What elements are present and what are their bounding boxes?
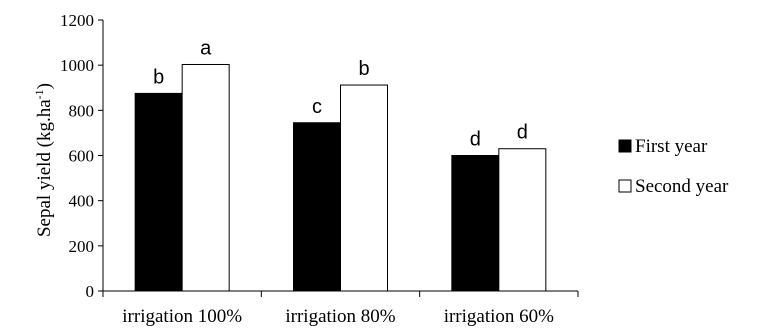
y-axis-label-sup: -1	[32, 89, 46, 99]
bar-second-year-2	[498, 148, 547, 292]
bar-second-year-1	[340, 84, 388, 292]
y-tick-label-6: 1200	[60, 11, 94, 30]
significance-label-1-1: b	[358, 58, 369, 80]
significance-label-0-1: c	[312, 96, 322, 118]
significance-label-0-2: d	[470, 129, 481, 151]
y-axis-label: Sepal yield (kg.ha-1)	[32, 83, 55, 237]
legend-label-first-year: First year	[635, 136, 708, 157]
y-tick-label-0: 0	[86, 282, 95, 301]
y-tick-label-2: 400	[69, 192, 95, 211]
legend: First year Second year	[618, 136, 729, 197]
y-axis: 0 200 400 600 800 1000 1200	[60, 11, 104, 301]
y-tick-label-5: 1000	[60, 56, 94, 75]
y-axis-label-end: )	[34, 83, 55, 89]
x-axis	[102, 290, 579, 297]
category-labels: irrigation 100% irrigation 80% irrigation …	[122, 306, 554, 327]
category-label-2: irrigation 60%	[444, 306, 554, 327]
y-tick-label-4: 800	[69, 101, 95, 120]
bar-labels: b a c b d d	[153, 37, 528, 150]
bar-first-year-2	[451, 155, 500, 292]
bar-second-year-0	[181, 63, 230, 292]
significance-label-1-0: a	[200, 37, 212, 59]
category-label-0: irrigation 100%	[122, 306, 242, 327]
y-tick-label-1: 200	[69, 237, 95, 256]
legend-label-second-year: Second year	[635, 176, 729, 197]
bar-first-year-1	[293, 122, 341, 292]
significance-label-1-2: d	[517, 122, 528, 144]
bars	[134, 63, 547, 292]
bar-first-year-0	[134, 92, 183, 292]
y-tick-label-3: 600	[69, 147, 95, 166]
category-label-1: irrigation 80%	[285, 306, 395, 327]
significance-label-0-0: b	[153, 66, 164, 88]
legend-swatch-second-year	[618, 179, 632, 193]
legend-swatch-first-year	[618, 139, 632, 153]
y-axis-label-main: Sepal yield (kg.ha	[34, 99, 55, 237]
